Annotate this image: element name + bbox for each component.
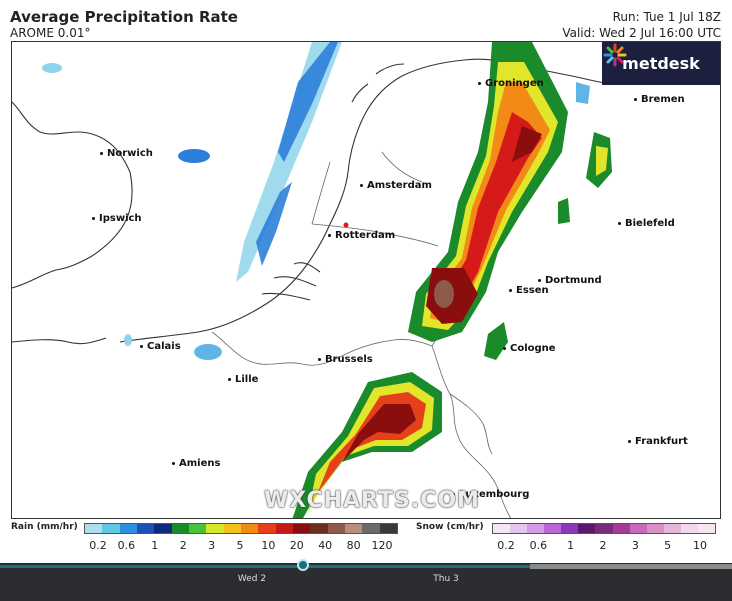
legend-tick-label: 2 bbox=[179, 539, 187, 552]
timeline-slider[interactable]: Wed 2 Thu 3 bbox=[0, 559, 732, 601]
legend-swatch bbox=[561, 524, 579, 533]
legend-swatch bbox=[292, 524, 311, 533]
legend-swatch bbox=[344, 524, 363, 533]
model-label: AROME 0.01° bbox=[10, 26, 91, 40]
legend-swatch bbox=[171, 524, 189, 533]
rain-color-bar bbox=[84, 523, 398, 534]
metdesk-logo[interactable]: metdesk bbox=[602, 42, 720, 85]
watermark: WXCHARTS.COM bbox=[264, 488, 480, 513]
legend-swatch bbox=[680, 524, 698, 533]
city-label: Norwich bbox=[100, 148, 153, 159]
city-label: Lille bbox=[228, 374, 258, 385]
legend-swatch bbox=[697, 524, 716, 533]
timeline-day-label[interactable]: Wed 2 bbox=[237, 574, 267, 584]
valid-time: Valid: Wed 2 Jul 16:00 UTC bbox=[562, 26, 721, 40]
city-label: Dortmund bbox=[538, 275, 602, 286]
legend-tick-label: 10 bbox=[693, 539, 707, 552]
legend-swatch bbox=[136, 524, 155, 533]
city-label: Cologne bbox=[503, 343, 556, 354]
city-label: Amiens bbox=[172, 458, 220, 469]
legend-tick-label: 5 bbox=[236, 539, 244, 552]
legend-tick-label: 0.6 bbox=[117, 539, 136, 552]
legend-tick-label: 0.2 bbox=[89, 539, 107, 552]
legend-swatch bbox=[327, 524, 345, 533]
city-label: Bielefeld bbox=[618, 218, 675, 229]
legend-swatch bbox=[544, 524, 562, 533]
city-label: Frankfurt bbox=[628, 436, 688, 447]
timeline-day-label[interactable]: Thu 3 bbox=[433, 574, 459, 584]
city-label: Brussels bbox=[318, 354, 373, 365]
legend-tick-label: 3 bbox=[631, 539, 639, 552]
city-label: Ipswich bbox=[92, 213, 142, 224]
legend-swatch bbox=[85, 524, 103, 533]
legend-tick-label: 5 bbox=[664, 539, 672, 552]
legend-swatch bbox=[663, 524, 681, 533]
rain-legend-label: Rain (mm/hr) bbox=[11, 522, 78, 532]
legend-swatch bbox=[629, 524, 647, 533]
legend-tick-label: 10 bbox=[261, 539, 276, 552]
snow-legend-label: Snow (cm/hr) bbox=[416, 522, 484, 532]
legend-tick-label: 2 bbox=[599, 539, 607, 552]
city-label: Calais bbox=[140, 341, 181, 352]
legend-swatch bbox=[646, 524, 664, 533]
timeline-track-remaining[interactable] bbox=[530, 564, 732, 569]
legend-tick-label: 40 bbox=[318, 539, 333, 552]
legend-swatch bbox=[379, 524, 397, 533]
logo-text: metdesk bbox=[622, 54, 700, 73]
legend-swatch bbox=[206, 524, 224, 533]
timeline-track[interactable] bbox=[0, 565, 530, 568]
legend-tick-label: 3 bbox=[208, 539, 216, 552]
run-time: Run: Tue 1 Jul 18Z bbox=[612, 10, 721, 24]
legend-swatch bbox=[612, 524, 630, 533]
city-label: Essen bbox=[509, 285, 549, 296]
convective-storm-line bbox=[292, 42, 612, 518]
legend-swatch bbox=[510, 524, 528, 533]
legend-swatch bbox=[310, 524, 328, 533]
legend-swatch bbox=[578, 524, 596, 533]
legend-tick-label: 0.6 bbox=[529, 539, 548, 552]
legend-swatch bbox=[258, 524, 276, 533]
timeline-handle[interactable] bbox=[297, 559, 309, 571]
precipitation-map[interactable]: Groningen Bremen Norwich Amsterdam Ipswi… bbox=[11, 41, 721, 519]
city-label: Luxembourg bbox=[452, 489, 529, 500]
legend-tick-label: 1 bbox=[151, 539, 159, 552]
legend-swatch bbox=[240, 524, 259, 533]
legend-swatch bbox=[188, 524, 207, 533]
city-label: Bremen bbox=[634, 94, 685, 105]
legend-tick-label: 120 bbox=[371, 539, 393, 552]
legend-swatch bbox=[362, 524, 380, 533]
legend-swatch bbox=[595, 524, 613, 533]
legend-swatch bbox=[493, 524, 511, 533]
chart-title: Average Precipitation Rate bbox=[10, 8, 238, 26]
light-rain-band bbox=[42, 42, 342, 360]
city-label: Groningen bbox=[478, 78, 544, 89]
legend-swatch bbox=[527, 524, 545, 533]
legend-tick-label: 1 bbox=[567, 539, 575, 552]
legend-tick-label: 20 bbox=[289, 539, 304, 552]
city-label: Amsterdam bbox=[360, 180, 432, 191]
legend-tick-label: 0.2 bbox=[497, 539, 515, 552]
metdesk-star-icon bbox=[603, 43, 627, 67]
legend-tick-label: 80 bbox=[346, 539, 361, 552]
location-marker bbox=[343, 222, 349, 228]
legend-swatch bbox=[119, 524, 137, 533]
city-label: Rotterdam bbox=[328, 230, 395, 241]
snow-color-bar bbox=[492, 523, 716, 534]
legend-swatch bbox=[223, 524, 241, 533]
legend-swatch bbox=[102, 524, 120, 533]
legend-swatch bbox=[154, 524, 172, 533]
legend-swatch bbox=[275, 524, 293, 533]
map-canvas bbox=[12, 42, 623, 518]
